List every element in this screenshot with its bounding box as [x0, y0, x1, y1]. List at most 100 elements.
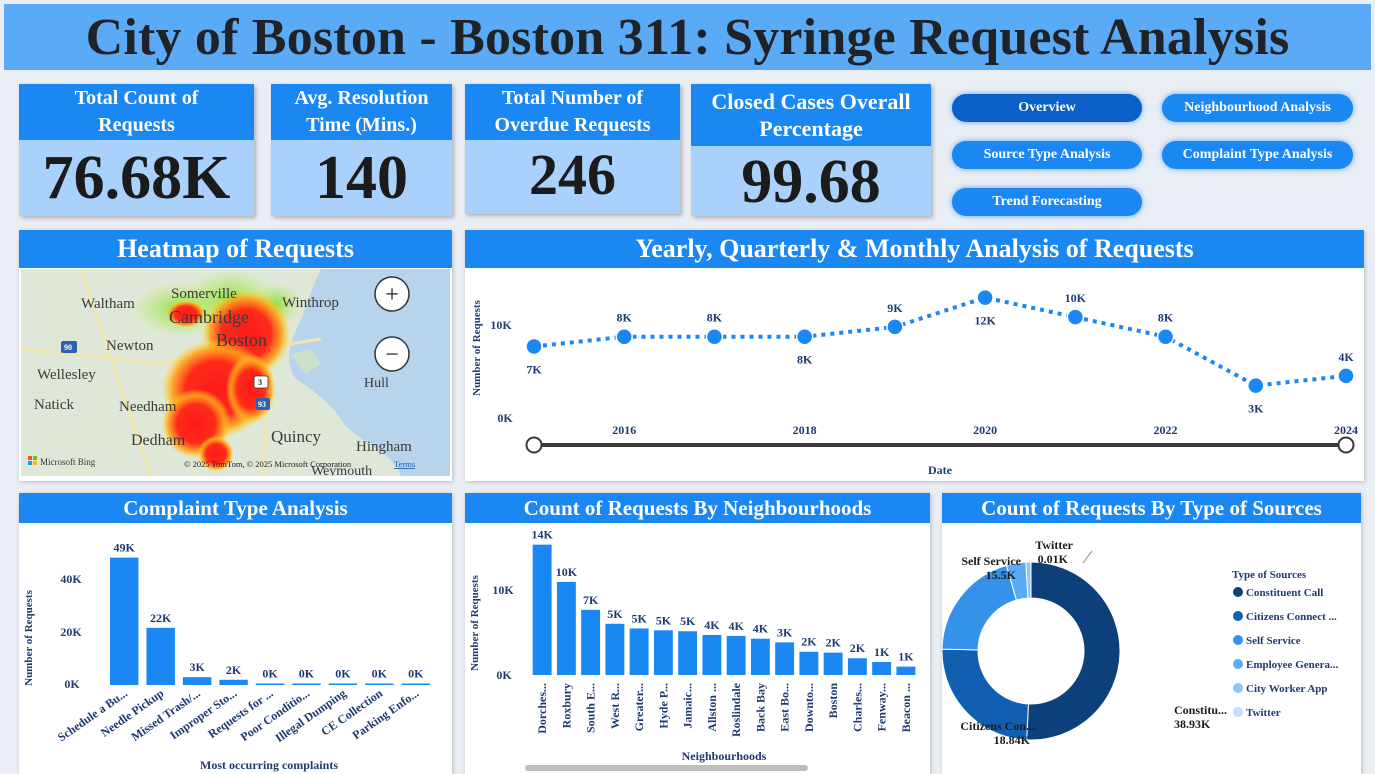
complaint-bar[interactable]	[219, 679, 248, 685]
yearly-data-point[interactable]	[976, 288, 994, 307]
sources-legend-item[interactable]: Employee Genera...	[1246, 659, 1339, 671]
neighbourhood-data-label: 3K	[777, 625, 793, 639]
neighbourhood-panel: Count of Requests By Neighbourhoods Numb…	[465, 493, 930, 774]
neighbourhood-bar[interactable]	[629, 628, 649, 675]
zoom-in-button[interactable]: +	[374, 276, 410, 312]
date-range-slider-end-handle[interactable]	[1337, 436, 1355, 454]
complaint-bar[interactable]	[365, 683, 394, 686]
complaint-bar[interactable]	[328, 683, 358, 686]
neighbourhood-bar[interactable]	[799, 651, 819, 675]
neighbourhood-xtick: Jamaic...	[681, 683, 695, 729]
nav-complaint-type-button[interactable]: Complaint Type Analysis	[1162, 141, 1353, 169]
neighbourhood-bar[interactable]	[726, 635, 746, 675]
neighbourhood-bar[interactable]	[556, 581, 576, 675]
map-label-hingham: Hingham	[356, 439, 412, 455]
neighbourhood-bar[interactable]	[678, 631, 698, 675]
neighbourhood-bar[interactable]	[653, 630, 673, 675]
neighbourhood-bar[interactable]	[823, 652, 843, 675]
neighbourhood-chart: Number of Requests 10K 0K 14K Dorches... 1…	[469, 528, 916, 771]
complaint-bar[interactable]	[292, 683, 321, 686]
map-label-waltham: Waltham	[81, 296, 135, 312]
sources-legend-item[interactable]: Citizens Connect ...	[1246, 611, 1337, 623]
sources-legend-marker	[1233, 707, 1243, 717]
neighbourhood-data-label: 1K	[898, 650, 914, 664]
yearly-ytick: 0K	[497, 411, 513, 425]
kpi-overdue: Total Number of Overdue Requests 246	[465, 84, 680, 214]
nav-overview-button[interactable]: Overview	[952, 94, 1142, 122]
complaint-xlabel: Most occurring complaints	[200, 758, 338, 772]
neighbourhood-bar[interactable]	[775, 642, 795, 675]
neighbourhood-data-label: 7K	[583, 593, 599, 607]
yearly-data-point[interactable]	[1156, 327, 1175, 346]
zoom-out-button[interactable]: −	[374, 336, 410, 372]
sources-data-label-name: Constitu...	[1174, 703, 1227, 717]
yearly-panel: Yearly, Quarterly & Monthly Analysis of …	[465, 230, 1364, 481]
sources-slice[interactable]	[1026, 561, 1121, 741]
bing-logo: Microsoft Bing	[28, 456, 96, 467]
sources-legend-marker	[1233, 587, 1243, 597]
sources-title: Count of Requests By Type of Sources	[942, 493, 1361, 523]
yearly-data-point[interactable]	[525, 337, 543, 356]
yearly-data-point[interactable]	[1337, 367, 1355, 385]
yearly-data-label: 3K	[1248, 402, 1264, 416]
neighbourhood-xtick: Greater...	[632, 683, 646, 731]
complaint-bar[interactable]	[255, 683, 285, 686]
yearly-data-point[interactable]	[795, 327, 814, 346]
neighbourhood-data-label: 2K	[825, 636, 841, 650]
sources-legend-item[interactable]: Twitter	[1246, 707, 1281, 719]
complaint-bar[interactable]	[146, 627, 175, 685]
complaint-bar[interactable]	[182, 677, 212, 685]
heatmap-map[interactable]: Somerville Waltham Winthrop Cambridge Bo…	[21, 269, 450, 476]
neighbourhood-bar[interactable]	[872, 661, 892, 675]
neighbourhood-xtick: Dorches...	[535, 683, 549, 734]
complaint-data-label: 49K	[114, 541, 136, 555]
yearly-title: Yearly, Quarterly & Monthly Analysis of …	[465, 230, 1364, 268]
neighbourhood-bar[interactable]	[896, 666, 916, 675]
neighbourhood-scrollbar[interactable]	[525, 765, 808, 771]
page-title: City of Boston - Boston 311: Syringe Req…	[85, 8, 1290, 66]
complaint-ylabel: Number of Requests	[23, 589, 35, 685]
sources-legend-marker	[1233, 611, 1243, 621]
sources-legend-item[interactable]: Self Service	[1246, 635, 1301, 647]
sources-legend-item[interactable]: City Worker App	[1246, 683, 1328, 695]
neighbourhood-xtick: Back Bay	[753, 683, 767, 732]
yearly-data-point[interactable]	[1247, 376, 1265, 395]
complaint-data-label: 0K	[408, 667, 424, 681]
neighbourhood-bar[interactable]	[847, 658, 867, 675]
complaint-bar[interactable]	[110, 557, 139, 685]
complaint-bar[interactable]	[401, 683, 430, 686]
yearly-data-point[interactable]	[886, 318, 904, 336]
neighbourhood-bar[interactable]	[581, 609, 601, 675]
neighbourhood-xtick: Allston ...	[705, 683, 719, 732]
map-terms-link[interactable]: Terms	[394, 459, 415, 469]
yearly-data-point[interactable]	[705, 327, 724, 346]
heat-spot	[166, 300, 206, 328]
yearly-data-label: 9K	[887, 301, 903, 315]
sources-data-label-name: Citizens Con...	[960, 719, 1035, 733]
kpi-avg-resolution: Avg. Resolution Time (Mins.) 140	[271, 84, 452, 216]
neighbourhood-xtick: Roxbury	[559, 683, 573, 728]
heat-spot	[198, 436, 234, 472]
date-range-slider-start-handle[interactable]	[525, 436, 543, 454]
yearly-data-point[interactable]	[615, 327, 633, 346]
sources-data-label-value: 0.01K	[1038, 552, 1069, 566]
nav-source-type-button[interactable]: Source Type Analysis	[952, 141, 1142, 169]
neighbourhood-ytick: 10K	[492, 583, 514, 597]
neighbourhood-xtick: Boston	[826, 683, 840, 719]
neighbourhood-ylabel: Number of Requests	[469, 574, 481, 670]
neighbourhood-bar[interactable]	[750, 638, 770, 675]
road-label-3: 3	[258, 378, 262, 387]
neighbourhood-bar[interactable]	[702, 634, 722, 675]
neighbourhood-bar[interactable]	[605, 623, 625, 675]
sources-legend-item[interactable]: Constituent Call	[1246, 587, 1323, 599]
yearly-chart: Number of Requests 10K 0K 7K 8K 8K 8K 9K 12K 1…	[471, 288, 1358, 477]
nav-trend-forecasting-button[interactable]: Trend Forecasting	[952, 188, 1142, 216]
map-label-dedham: Dedham	[131, 432, 186, 449]
neighbourhood-xtick: West R...	[608, 683, 622, 729]
complaint-data-label: 0K	[262, 667, 278, 681]
nav-neighbourhood-button[interactable]: Neighbourhood Analysis	[1162, 94, 1353, 122]
yearly-data-point[interactable]	[1066, 308, 1085, 326]
yearly-data-label: 4K	[1338, 350, 1354, 364]
neighbourhood-bar[interactable]	[532, 544, 552, 675]
sources-data-label-name: Twitter	[1035, 538, 1073, 552]
